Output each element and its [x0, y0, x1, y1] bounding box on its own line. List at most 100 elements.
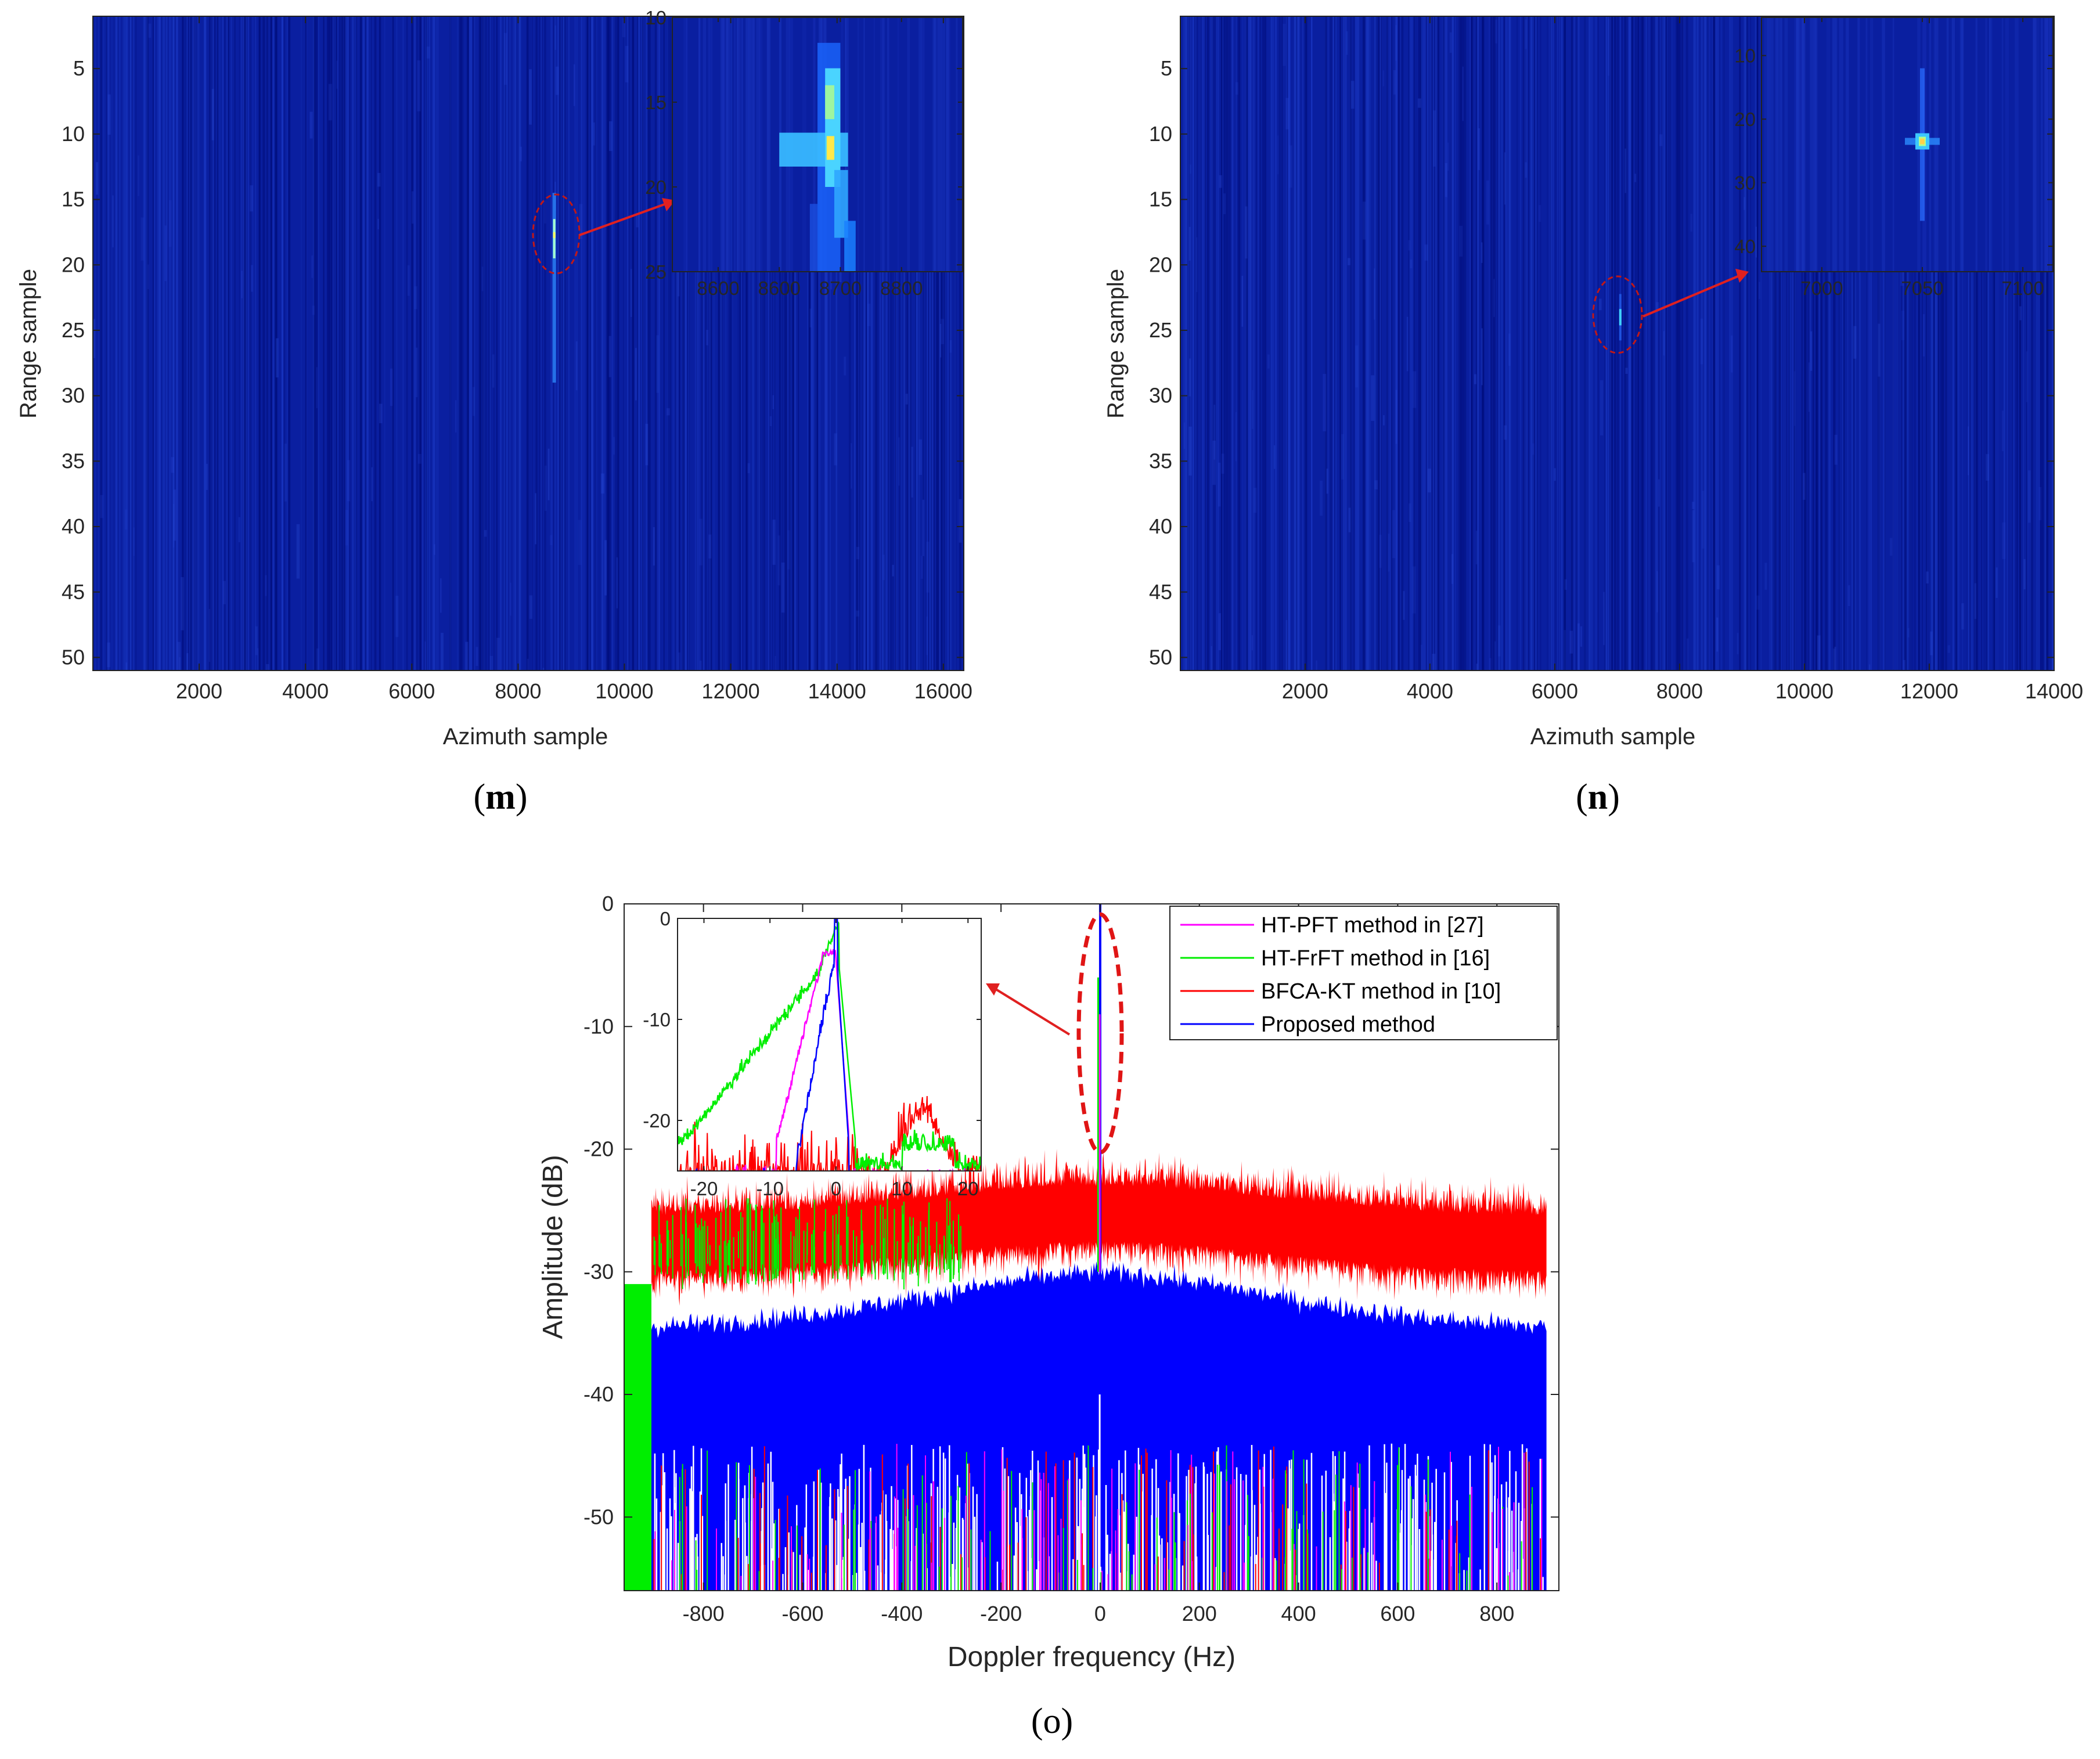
heatmap-stripe [945, 16, 946, 671]
heatmap-stripe [2044, 16, 2047, 671]
heatmap-speckle [1241, 276, 1244, 327]
heatmap-stripe [1870, 16, 1872, 671]
inset-m-stripe [934, 17, 936, 272]
heatmap-stripe [1561, 16, 1563, 671]
heatmap-stripe [1904, 16, 1906, 671]
axes-m-xtick-label: 10000 [595, 679, 653, 703]
heatmap-stripe [696, 16, 698, 671]
inset-m-stripe [748, 17, 751, 272]
heatmap-stripe [721, 16, 722, 671]
heatmap-stripe [146, 16, 148, 671]
inset-n-stripe [1989, 17, 1993, 272]
heatmap-stripe [152, 16, 154, 671]
heatmap-stripe [1922, 16, 1923, 671]
heatmap-stripe [1287, 16, 1288, 671]
target-highlight-ellipse-n [1592, 275, 1643, 354]
inset-m-stripe [941, 17, 946, 272]
heatmap-stripe [1790, 16, 1791, 671]
heatmap-stripe [1693, 16, 1696, 671]
heatmap-stripe [780, 16, 781, 671]
heatmap-stripe [1230, 16, 1231, 671]
axes-n-ticks: 2000 4000 6000 8000 10000 12000 14000 5 10 15 20 25… [1149, 16, 2083, 703]
heatmap-speckle [772, 395, 774, 409]
heatmap-speckle [949, 340, 952, 353]
heatmap-stripe [355, 16, 358, 671]
heatmap-speckle [284, 444, 287, 502]
heatmap-stripe [1188, 16, 1190, 671]
inset-n-stripe [1826, 17, 1831, 272]
heatmap-stripe [1506, 16, 1509, 671]
heatmap-speckle [608, 121, 613, 152]
heatmap-stripe [208, 16, 211, 671]
axes-n-ytick-label: 15 [1149, 188, 1172, 211]
heatmap-stripe [1917, 16, 1918, 671]
heatmap-stripe [1933, 16, 1936, 671]
heatmap-stripe [244, 16, 247, 671]
heatmap-stripe [1723, 16, 1725, 671]
inset-n-stripe [2047, 17, 2049, 272]
heatmap-stripe [362, 16, 365, 671]
heatmap-speckle [1406, 316, 1409, 372]
inset-n-stripe [2044, 17, 2048, 272]
heatmap-stripe [1667, 16, 1670, 671]
heatmap-speckle [107, 94, 111, 135]
heatmap-stripe [1611, 16, 1613, 671]
heatmap-stripe [503, 16, 505, 671]
heatmap-speckle [426, 46, 430, 59]
x-axis-label-o: Doppler frequency (Hz) [948, 1642, 1235, 1673]
heatmap-stripe [763, 16, 766, 671]
heatmap-stripe [1451, 16, 1454, 671]
inset-n-stripe [1813, 17, 1817, 272]
heatmap-stripe [696, 16, 697, 671]
heatmap-stripe [1904, 16, 1907, 671]
heatmap-m-target [552, 193, 556, 383]
heatmap-stripe [1398, 16, 1401, 671]
inset-n-stripe [1774, 17, 1777, 272]
heatmap-speckle [472, 387, 476, 416]
heatmap-speckle [1947, 645, 1951, 653]
heatmap-stripe [667, 16, 669, 671]
heatmap-speckle [138, 155, 139, 196]
heatmap-speckle [911, 446, 913, 498]
heatmap-speckle [1251, 635, 1253, 651]
heatmap-stripe [1298, 16, 1300, 671]
axes-n-ytick-label: 30 [1149, 384, 1172, 408]
heatmap-stripe [222, 16, 225, 671]
heatmap-speckle [667, 408, 670, 416]
heatmap-speckle [177, 641, 181, 671]
heatmap-speckle [186, 653, 189, 671]
heatmap-stripe [1201, 16, 1203, 671]
heatmap-speckle [411, 191, 414, 224]
inset-n-stripe [1959, 17, 1964, 272]
zoom-arrowhead-n [1735, 269, 1749, 283]
heatmap-stripe [539, 16, 541, 671]
heatmap-stripe [119, 16, 121, 671]
heatmap-stripe [687, 16, 690, 671]
heatmap-stripe [954, 16, 956, 671]
heatmap-speckle [1374, 480, 1378, 490]
axes-n-ytick-label: 25 [1149, 318, 1172, 342]
heatmap-stripe [1411, 16, 1413, 671]
heatmap-stripe [478, 16, 480, 671]
heatmap-stripe [159, 16, 161, 671]
series-pft-low-spikes [654, 1444, 1543, 1591]
inset-o-xtick-label: -10 [756, 1178, 784, 1199]
heatmap-speckle [851, 443, 852, 489]
heatmap-speckle [1283, 23, 1286, 66]
legend-label-bfca: BFCA-KT method in [10] [1261, 979, 1501, 1004]
heatmap-stripe [1708, 16, 1710, 671]
heatmap-speckle [1810, 331, 1813, 371]
heatmap-stripe [1681, 16, 1683, 671]
heatmap-speckle [1901, 311, 1905, 340]
inset-n-xtick-label: 7000 [1800, 277, 1843, 299]
heatmap-speckle [2002, 410, 2004, 452]
zoom-arrow-o [993, 987, 1071, 1036]
heatmap-speckle [699, 518, 703, 566]
heatmap-speckle [1350, 81, 1355, 109]
axes-n-ytick-label: 10 [1149, 122, 1172, 146]
heatmap-stripe [275, 16, 278, 671]
inset-m-xtick-label: 8600 [758, 277, 800, 299]
heatmap-stripe [867, 16, 869, 671]
heatmap-speckle [1285, 620, 1288, 671]
heatmap-speckle [390, 368, 393, 406]
